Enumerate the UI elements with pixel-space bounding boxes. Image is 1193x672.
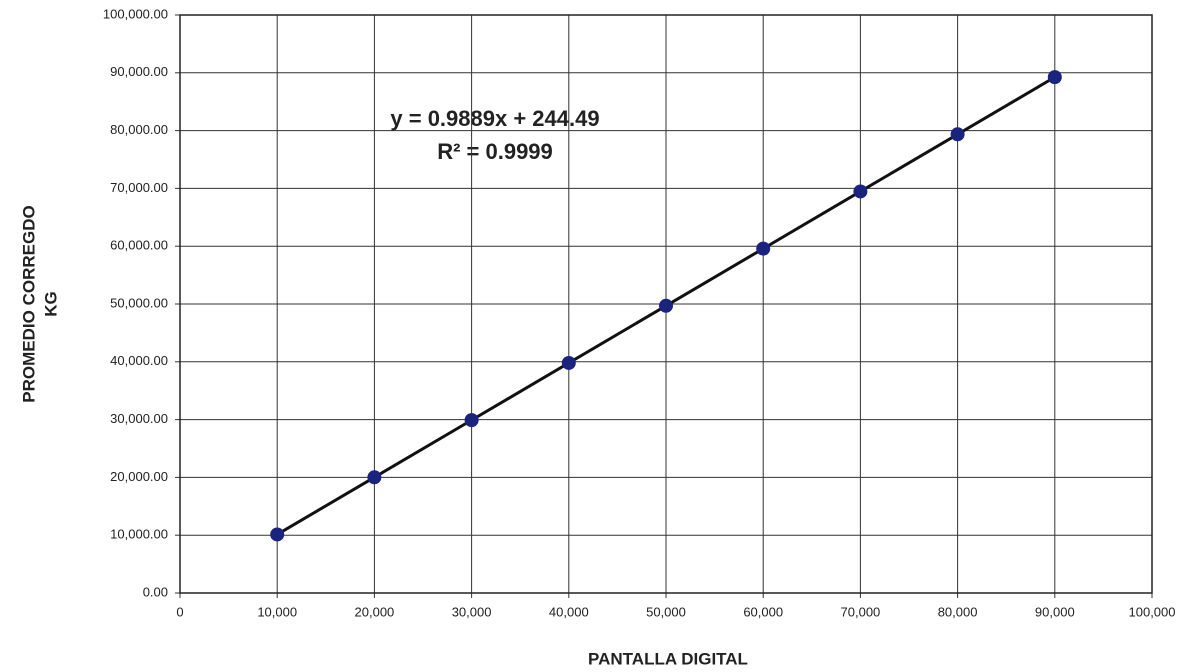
y-tick-label: 20,000.00 bbox=[110, 469, 168, 484]
y-axis-title: PROMEDIO CORREGDO bbox=[19, 205, 38, 402]
x-tick-label: 40,000 bbox=[549, 604, 589, 619]
y-tick-label: 0.00 bbox=[143, 584, 168, 599]
data-point bbox=[756, 241, 771, 256]
plot-border bbox=[179, 14, 1153, 594]
y-tick-label: 70,000.00 bbox=[110, 180, 168, 195]
y-tick-label: 90,000.00 bbox=[110, 64, 168, 79]
data-point bbox=[853, 184, 868, 199]
data-point bbox=[950, 127, 965, 142]
x-tick-label: 0 bbox=[176, 604, 183, 619]
y-tick-label: 100,000.00 bbox=[103, 6, 168, 21]
y-tick-label: 40,000.00 bbox=[110, 353, 168, 368]
data-point bbox=[1047, 70, 1062, 85]
r-squared: R² = 0.9999 bbox=[437, 139, 553, 164]
y-tick-label: 30,000.00 bbox=[110, 411, 168, 426]
x-axis-title: PANTALLA DIGITAL bbox=[588, 649, 748, 668]
y-axis-title: KG bbox=[41, 291, 60, 317]
x-tick-label: 20,000 bbox=[355, 604, 395, 619]
trend-equation: y = 0.9889x + 244.49 bbox=[390, 106, 599, 131]
x-tick-label: 90,000 bbox=[1035, 604, 1075, 619]
x-tick-label: 50,000 bbox=[646, 604, 686, 619]
x-tick-label: 80,000 bbox=[938, 604, 978, 619]
x-tick-label: 60,000 bbox=[743, 604, 783, 619]
y-tick-label: 50,000.00 bbox=[110, 295, 168, 310]
data-point bbox=[561, 355, 576, 370]
y-tick-label: 10,000.00 bbox=[110, 527, 168, 542]
data-point bbox=[464, 413, 479, 428]
x-tick-label: 100,000 bbox=[1129, 604, 1176, 619]
x-tick-label: 70,000 bbox=[841, 604, 881, 619]
data-point bbox=[367, 470, 382, 485]
data-point bbox=[659, 298, 673, 313]
data-point bbox=[270, 527, 285, 542]
x-tick-label: 30,000 bbox=[452, 604, 492, 619]
x-tick-label: 10,000 bbox=[257, 604, 297, 619]
y-tick-label: 80,000.00 bbox=[110, 122, 168, 137]
y-tick-label: 60,000.00 bbox=[110, 238, 168, 253]
